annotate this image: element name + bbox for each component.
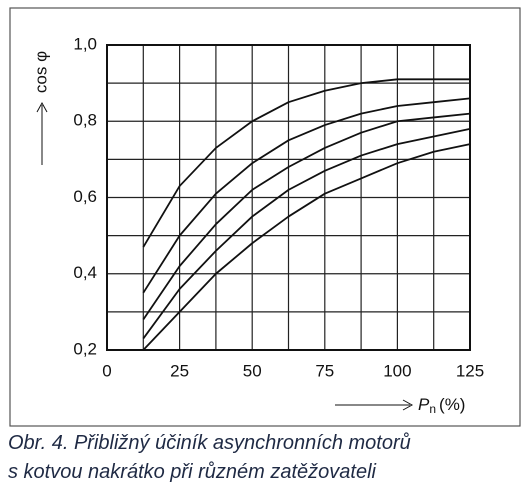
y-tick-label: 1,0: [73, 34, 97, 53]
x-label-symbol: P: [418, 395, 430, 414]
x-tick-label: 25: [170, 361, 189, 380]
y-label: cos φ: [31, 51, 50, 93]
caption-line: s kotvou nakrátko při různém zatěžovatel…: [8, 461, 376, 483]
caption-line: Obr. 4. Přibližný účiník asynchronních m…: [8, 432, 411, 454]
x-label: Pn (%): [418, 395, 465, 416]
curve: [142, 97, 471, 294]
chart: cos φ Pn (%) 0,2 0,4 0,6 0,8 1,0 0 25 50 75 100 125: [9, 7, 521, 427]
plot-border: [106, 44, 471, 351]
x-tick-label: 0: [102, 361, 111, 380]
curve: [142, 78, 470, 248]
y-axis-label: cos φ: [31, 51, 50, 165]
x-tick-label: 50: [243, 361, 262, 380]
y-tick-label: 0,2: [73, 339, 97, 358]
curve: [142, 112, 471, 321]
x-tick-label: 125: [456, 361, 484, 380]
x-label-unit: (%): [439, 395, 465, 414]
x-tick-label: 100: [383, 361, 411, 380]
y-tick-label: 0,8: [73, 111, 97, 130]
x-label-subscript: n: [429, 402, 436, 416]
y-tick-label: 0,6: [73, 187, 97, 206]
y-arrow-head: [36, 101, 48, 113]
curve: [142, 143, 471, 351]
chart-frame: [9, 7, 521, 427]
x-axis-label: Pn (%): [335, 395, 465, 416]
y-tick-label: 0,4: [73, 263, 97, 282]
x-arrow-head: [402, 399, 414, 411]
curve: [142, 127, 471, 340]
x-tick-label: 75: [315, 361, 334, 380]
